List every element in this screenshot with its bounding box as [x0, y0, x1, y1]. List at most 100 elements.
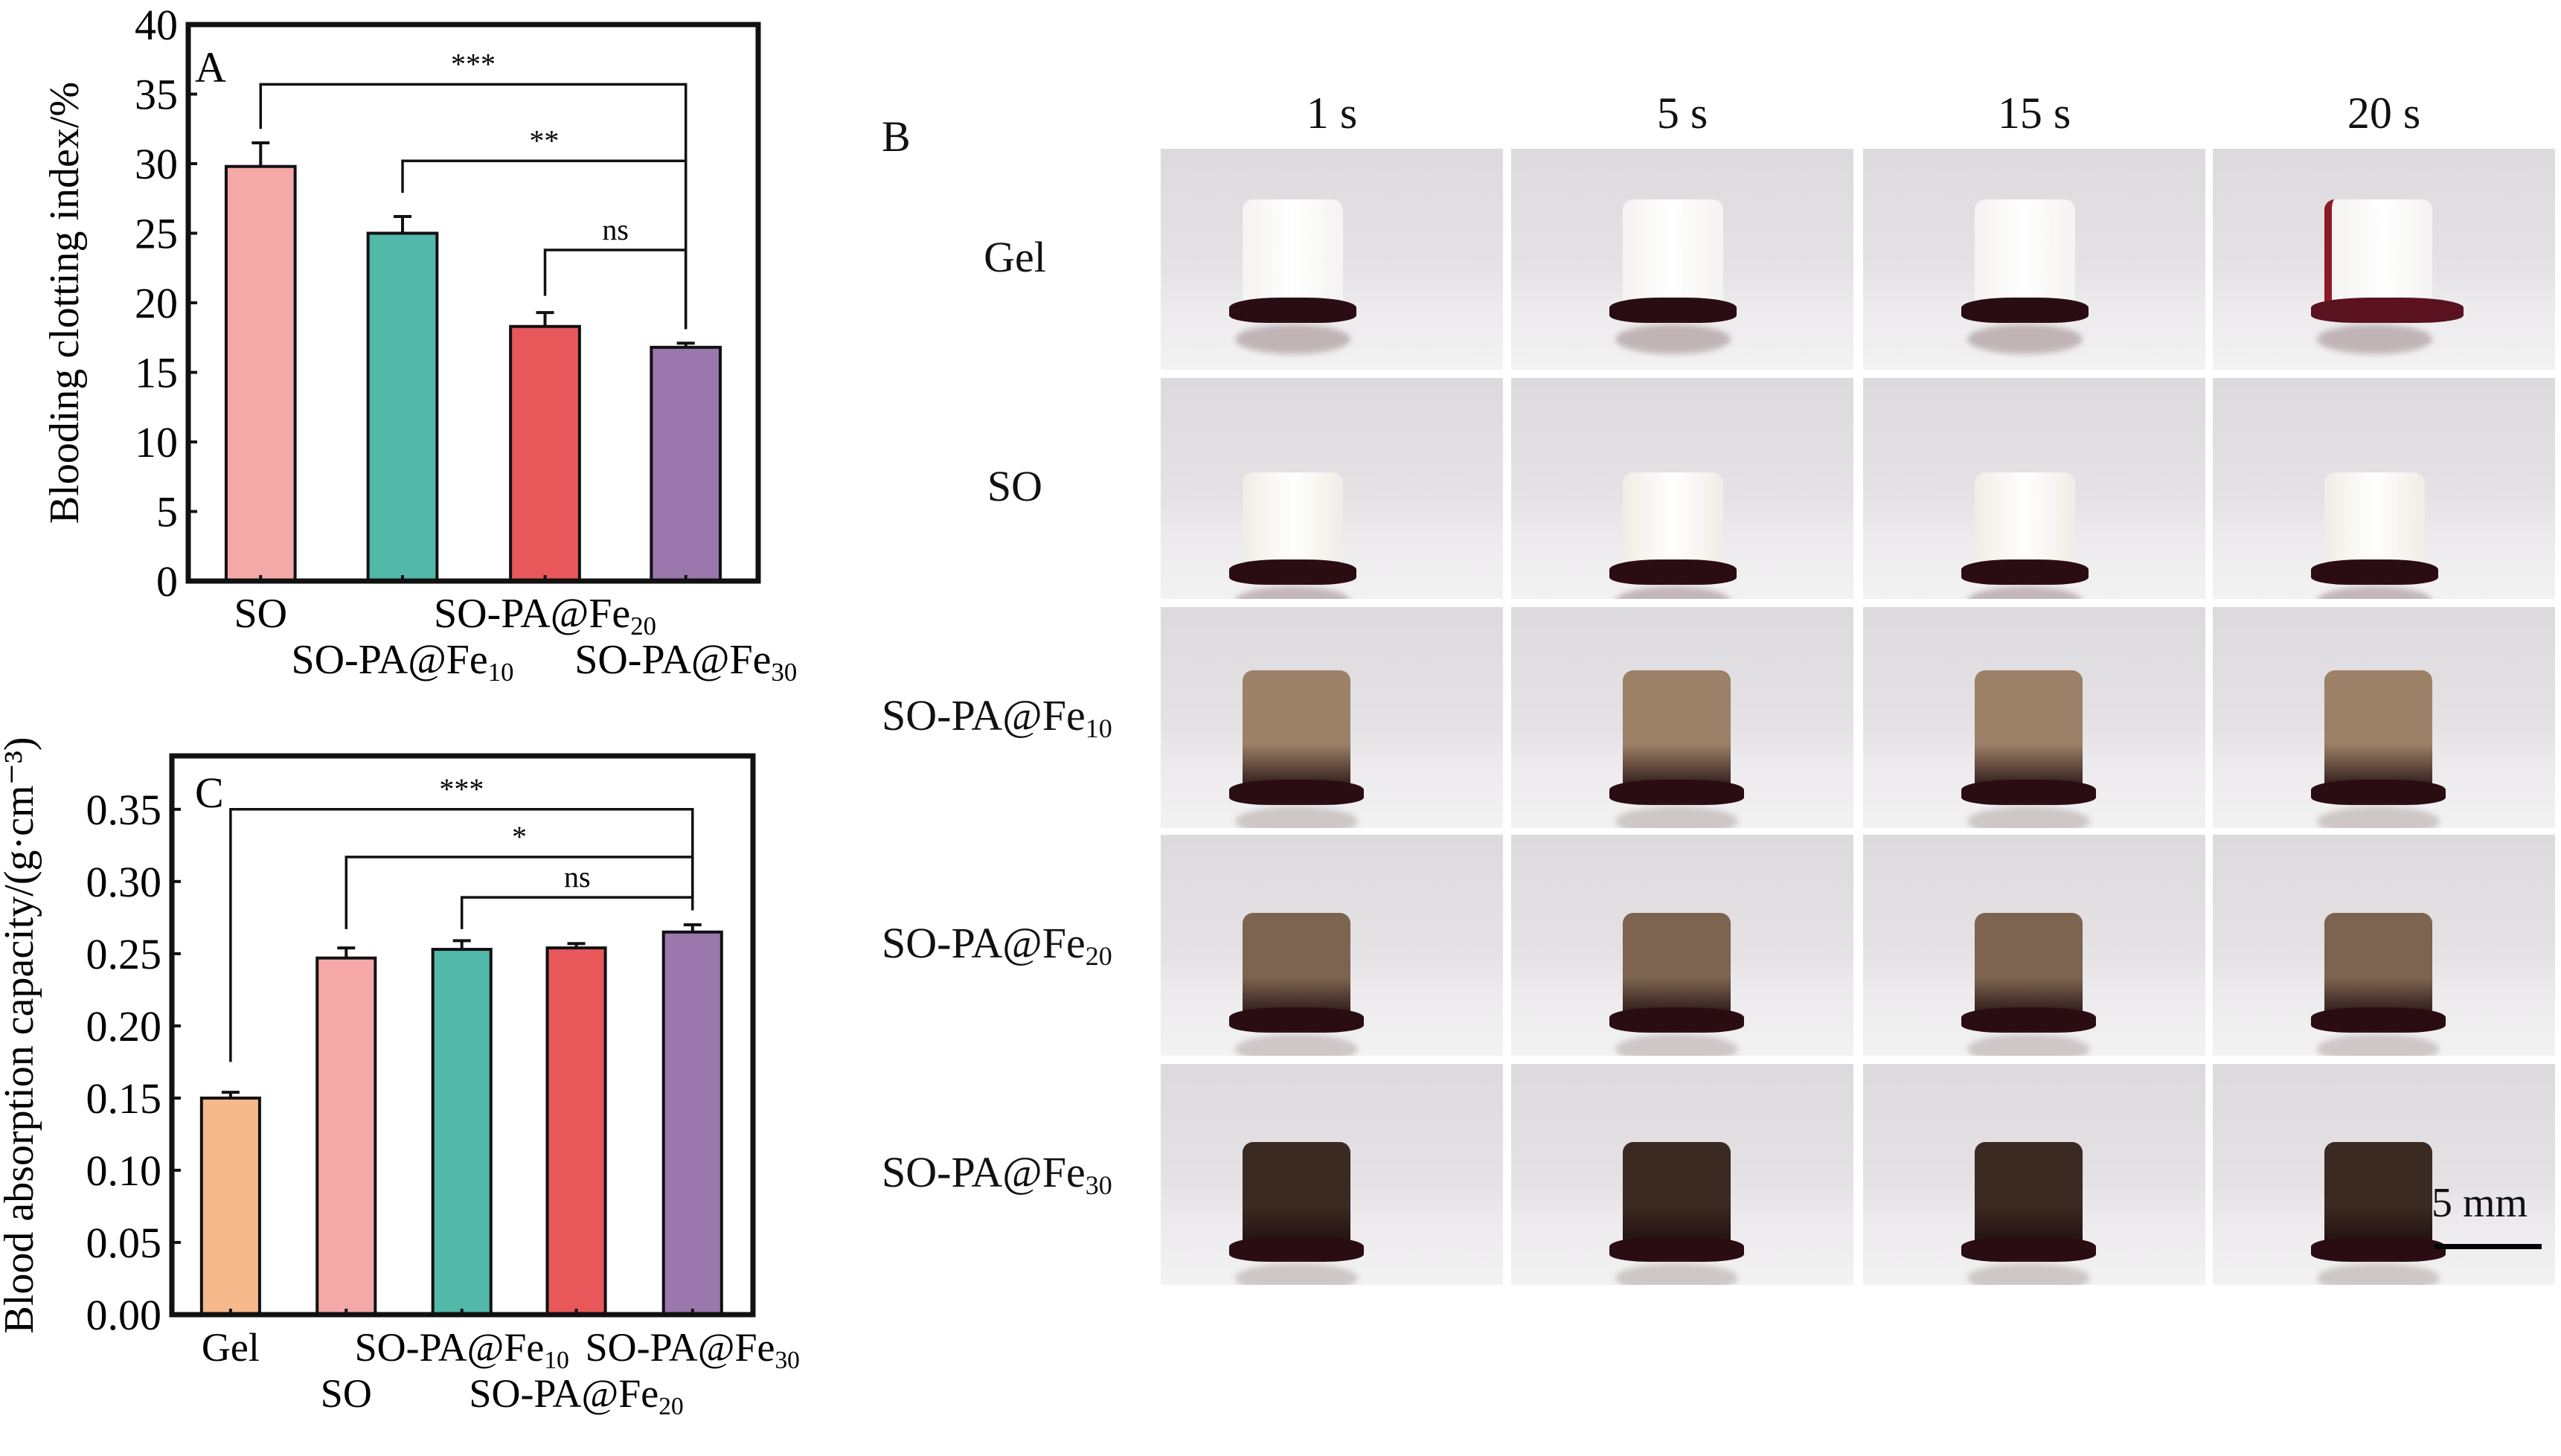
reflection — [1235, 1263, 1358, 1285]
reflection — [1235, 586, 1350, 599]
sponge — [1243, 670, 1350, 793]
significance-label: ns — [564, 860, 591, 894]
blood-pool — [1961, 1007, 2096, 1033]
reflection — [1615, 1034, 1738, 1056]
x-tick-label-base: SO-PA@Fe — [574, 637, 771, 683]
sample-photo — [1511, 149, 1853, 370]
scale-bar-label: 5 mm — [2432, 1180, 2528, 1226]
sample-photo — [1863, 378, 2205, 599]
significance-bracket — [259, 83, 687, 330]
sample-photo — [1511, 1064, 1853, 1285]
y-tick-label: 40 — [135, 1, 178, 49]
sponge — [1975, 670, 2083, 793]
x-tick-label: SO-PA@Fe30 — [586, 1325, 800, 1374]
time-point-header: 20 s — [2347, 89, 2421, 138]
significance-bracket — [543, 248, 687, 330]
reflection — [1615, 586, 1731, 599]
sample-photo — [1863, 835, 2205, 1056]
blood-pool — [1961, 559, 2089, 585]
y-tick-label: 0 — [156, 557, 178, 606]
x-tick-label-sub: 30 — [775, 1347, 799, 1374]
reflection — [1967, 1263, 2090, 1285]
sponge — [1623, 913, 1731, 1021]
x-tick-label: SO-PA@Fe10 — [355, 1325, 569, 1374]
time-point-header: 15 s — [1997, 89, 2071, 138]
bar — [315, 956, 377, 1316]
x-tick-label: SO-PA@Fe20 — [469, 1371, 683, 1420]
significance-bracket — [460, 896, 694, 929]
blood-pool — [1229, 780, 1364, 805]
x-tick-label-base: Gel — [202, 1325, 260, 1370]
significance-bracket — [401, 159, 687, 330]
reflection — [1967, 1034, 2090, 1056]
sponge — [1243, 199, 1343, 311]
x-tick-label: SO — [321, 1371, 372, 1416]
sample-photo — [1161, 835, 1503, 1056]
time-point-header: 5 s — [1656, 89, 1708, 138]
x-tick-label: SO-PA@Fe10 — [292, 637, 514, 687]
blood-pool — [1961, 780, 2096, 805]
plot-frame — [169, 753, 756, 1318]
x-tick-label: SO-PA@Fe30 — [574, 637, 797, 687]
row-label-base: SO-PA@Fe — [882, 691, 1086, 740]
sponge — [1975, 913, 2083, 1021]
sponge — [1243, 472, 1343, 573]
sample-row-label: SO-PA@Fe30 — [882, 1147, 1112, 1201]
x-tick-label-base: SO — [234, 591, 287, 637]
panel-label: A — [195, 43, 226, 92]
sample-photo — [2213, 149, 2555, 370]
row-label-base: SO-PA@Fe — [882, 919, 1086, 967]
blood-pool — [2311, 298, 2464, 323]
blood-pool — [1609, 1007, 1744, 1033]
reflection — [2317, 586, 2432, 599]
bar — [224, 164, 297, 583]
y-tick-label: 25 — [135, 210, 178, 258]
reflection — [1615, 1263, 1738, 1285]
row-label-sub: 20 — [1085, 941, 1112, 971]
blood-pool — [1961, 1237, 2096, 1262]
sample-photo — [1161, 607, 1503, 828]
y-axis-title: Blooding clotting index/% — [42, 82, 88, 524]
blood-pool — [1609, 559, 1737, 585]
y-tick-label: 0.00 — [86, 1291, 162, 1339]
x-tick-label: SO — [234, 591, 287, 637]
blood-pool — [1229, 1007, 1364, 1033]
x-tick-label: Gel — [202, 1325, 260, 1370]
y-tick-label: 35 — [135, 71, 178, 119]
sponge — [1243, 913, 1350, 1021]
row-label-base: Gel — [984, 233, 1046, 281]
reflection — [1615, 806, 1738, 828]
sponge — [1623, 1142, 1731, 1250]
blood-pool — [2311, 1007, 2446, 1033]
x-tick-label-sub: 10 — [488, 658, 514, 687]
sample-row-label: SO-PA@Fe10 — [882, 690, 1112, 744]
row-label-base: SO-PA@Fe — [882, 1148, 1086, 1196]
y-tick-label: 0.35 — [86, 786, 162, 834]
panel-label: C — [195, 769, 224, 817]
sample-photo — [1161, 1064, 1503, 1285]
chart-c: GelSOSO-PA@Fe10SO-PA@Fe20SO-PA@Fe300.000… — [0, 737, 800, 1420]
sample-photo — [1511, 835, 1853, 1056]
time-point-header: 1 s — [1306, 89, 1358, 138]
row-label-sub: 10 — [1085, 713, 1112, 743]
sponge — [1623, 670, 1731, 793]
y-axis-title: Blood absorption capacity/(g·cm⁻³) — [0, 737, 42, 1333]
x-tick-label: SO-PA@Fe20 — [434, 591, 656, 641]
x-tick-label-base: SO-PA@Fe — [586, 1325, 775, 1370]
reflection — [1235, 1034, 1358, 1056]
significance-label: ns — [602, 213, 629, 246]
x-tick-label-base: SO-PA@Fe — [292, 637, 488, 683]
blood-pool — [1229, 559, 1356, 585]
significance-bracket — [229, 808, 694, 1062]
reflection — [2317, 324, 2432, 354]
y-tick-label: 10 — [135, 418, 178, 466]
blood-pool — [1609, 1237, 1744, 1262]
x-tick-label-sub: 20 — [630, 612, 656, 641]
bar — [661, 930, 723, 1317]
significance-label: *** — [439, 772, 484, 806]
sponge — [1623, 472, 1723, 573]
x-tick-label-base: SO-PA@Fe — [355, 1325, 545, 1370]
x-tick-label-base: SO-PA@Fe — [434, 591, 630, 637]
x-tick-label-sub: 10 — [544, 1347, 568, 1374]
